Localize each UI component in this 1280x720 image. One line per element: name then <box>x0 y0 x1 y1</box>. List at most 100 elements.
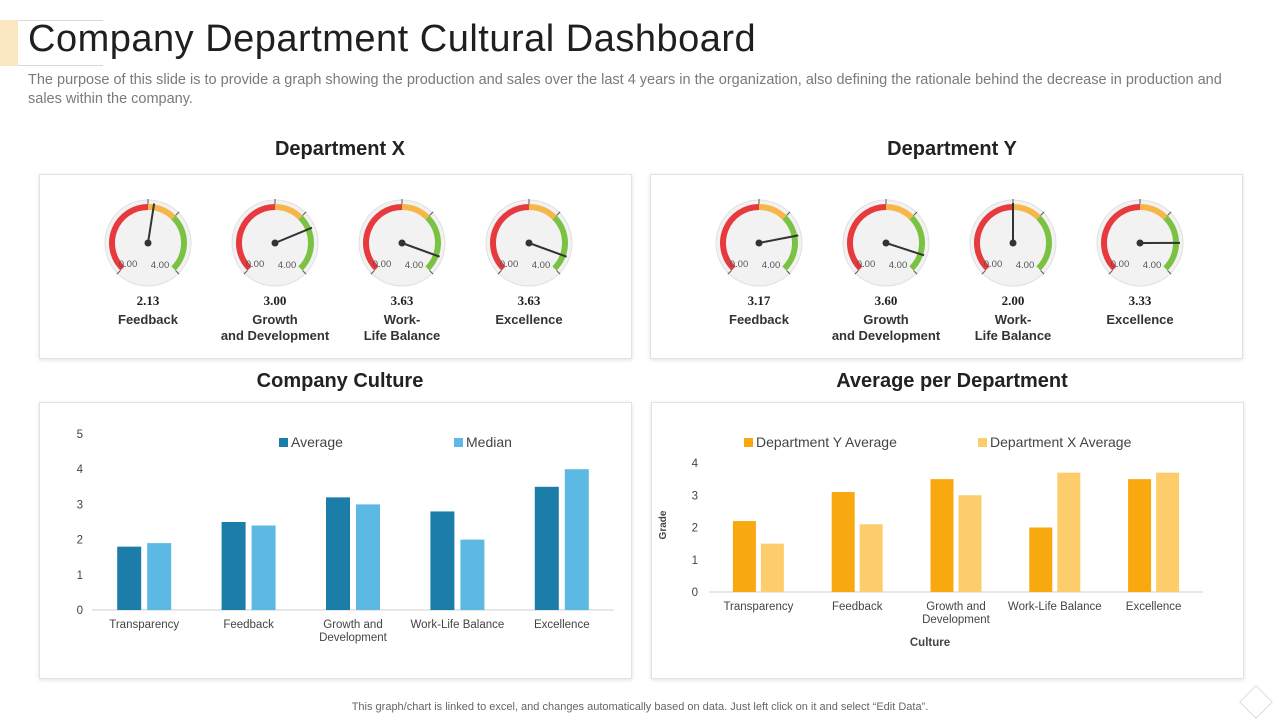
gauge-tick <box>786 211 791 216</box>
x-tick-label: Growth and Development <box>319 619 388 644</box>
gauge-min-label: 0.00 <box>119 259 138 270</box>
dept_y-gauge: 0.00 4.00 3.60 Growth and Development <box>826 199 946 359</box>
gauge-hub <box>1009 239 1017 247</box>
gauge-tick <box>1167 211 1172 216</box>
gauge-label: Growth and Development <box>831 312 941 343</box>
gauge-value: 3.60 <box>874 293 898 308</box>
gauge-min-label: 0.00 <box>500 259 519 270</box>
footer-note: This graph/chart is linked to excel, and… <box>351 701 929 713</box>
legend-swatch <box>978 438 987 447</box>
gauge-tick <box>981 270 986 275</box>
avg-per-dept-chart: 0 1 2 3 4 Transparency Feedback Growth and Devel… <box>658 434 1203 649</box>
gauge-min-label: 0.00 <box>984 259 1003 270</box>
gauge-label: Feedback <box>729 312 789 327</box>
gauge-tick <box>854 270 859 275</box>
gauge-hub <box>882 239 890 247</box>
dept_y-gauge: 0.00 4.00 3.33 Excellence <box>1080 199 1200 359</box>
gauge-max-label: 4.00 <box>405 260 424 271</box>
gauge-dial: 0.00 4.00 <box>358 199 446 287</box>
gauge-value: 2.13 <box>136 293 160 308</box>
gauge-dial: 0.00 4.00 <box>104 199 192 287</box>
y-tick-label: 0 <box>692 587 698 599</box>
gauge-green-band <box>909 215 925 271</box>
dept-x-panel: 0.00 4.00 2.13 Feedback 0.00 4.00 3.00 Growth a… <box>39 174 632 359</box>
gauge-orange-band <box>885 204 914 220</box>
x-tick-label: Work-Life Balance <box>1008 601 1102 613</box>
bar-department-x-average <box>859 524 883 592</box>
legend-label: Department Y Average <box>756 434 897 450</box>
dept-x-title: Department X <box>274 138 406 160</box>
gauge-value: 3.17 <box>747 293 771 308</box>
gauge-needle <box>528 242 567 258</box>
gauge-red-band <box>363 204 403 271</box>
bar-average <box>326 497 350 610</box>
gauge-tick <box>302 211 307 216</box>
gauge-tick <box>175 211 180 216</box>
gauge-max-label: 4.00 <box>1016 260 1035 271</box>
gauge-dial: 0.00 4.00 <box>231 199 319 287</box>
bar-department-x-average <box>760 543 784 592</box>
y-tick-label: 4 <box>692 458 699 470</box>
gauge-tick <box>302 270 307 275</box>
gauge-max-label: 4.00 <box>278 260 297 271</box>
x-tick-label: Feedback <box>832 601 883 613</box>
gauge-red-band <box>1101 204 1141 271</box>
gauge-tick <box>727 270 732 275</box>
bar-median <box>460 539 485 610</box>
dept-y-title: Department Y <box>887 138 1017 160</box>
bar-department-y-average <box>1029 527 1053 592</box>
gauge-dial: 0.00 4.00 <box>485 199 573 287</box>
gauge-green-band <box>782 215 798 271</box>
gauge-needle <box>885 242 925 257</box>
company-culture-panel: 0 1 2 3 4 5 Transparency Feedback Growth and Deve… <box>39 402 632 679</box>
gauge-orange-band <box>1012 204 1041 220</box>
avg-per-dept-title: Average per Department <box>836 370 1068 392</box>
gauge-hub <box>525 239 533 247</box>
y-axis-title: Grade <box>658 510 669 539</box>
gauge-hub <box>1136 239 1144 247</box>
gauge-tick <box>429 270 434 275</box>
gauge-max-label: 4.00 <box>1143 260 1162 271</box>
gauge-value: 2.00 <box>1001 293 1025 308</box>
bar-median <box>147 543 172 610</box>
legend-label: Department X Average <box>990 434 1132 450</box>
gauge-orange-band <box>274 204 303 220</box>
gauge-label: Excellence <box>495 312 563 327</box>
avg-per-dept-panel: 0 1 2 3 4 Transparency Feedback Growth and Devel… <box>651 402 1244 679</box>
title-divider <box>18 20 103 21</box>
dept_x-gauge: 0.00 4.00 3.00 Growth and Development <box>215 199 335 359</box>
company-culture-title: Company Culture <box>256 370 424 392</box>
gauge-green-band <box>425 215 441 271</box>
bar-average <box>430 511 455 610</box>
gauge-label: Work- Life Balance <box>974 312 1052 343</box>
bar-department-y-average <box>732 521 756 592</box>
gauge-green-band <box>171 215 187 271</box>
legend-swatch <box>454 438 463 447</box>
page-title: Company Department Cultural Dashboard <box>28 18 757 60</box>
x-tick-label: Excellence <box>534 619 590 631</box>
bar-department-y-average <box>1128 479 1152 592</box>
gauge-red-band <box>720 204 760 271</box>
bar-department-y-average <box>930 479 954 592</box>
gauge-tick <box>116 270 121 275</box>
bar-median <box>251 525 276 610</box>
gauge-red-band <box>236 204 276 271</box>
dept-y-panel: 0.00 4.00 3.17 Feedback 0.00 4.00 3.60 Growth a… <box>650 174 1243 359</box>
legend-swatch <box>744 438 753 447</box>
gauge-red-band <box>109 204 149 271</box>
gauge-value: 3.63 <box>517 293 541 308</box>
gauge-orange-band <box>401 204 430 220</box>
gauge-hub <box>144 239 152 247</box>
gauge-label: Work- Life Balance <box>363 312 441 343</box>
y-tick-label: 1 <box>692 555 698 567</box>
y-tick-label: 4 <box>77 464 84 476</box>
gauge-tick <box>913 211 918 216</box>
gauge-dial: 0.00 4.00 <box>969 199 1057 287</box>
gauge-value: 3.00 <box>263 293 287 308</box>
gauge-value: 3.63 <box>390 293 414 308</box>
gauge-tick <box>786 270 791 275</box>
gauge-max-label: 4.00 <box>889 260 908 271</box>
x-tick-label: Transparency <box>723 601 793 613</box>
bar-department-x-average <box>1156 472 1180 592</box>
gauge-min-label: 0.00 <box>373 259 392 270</box>
